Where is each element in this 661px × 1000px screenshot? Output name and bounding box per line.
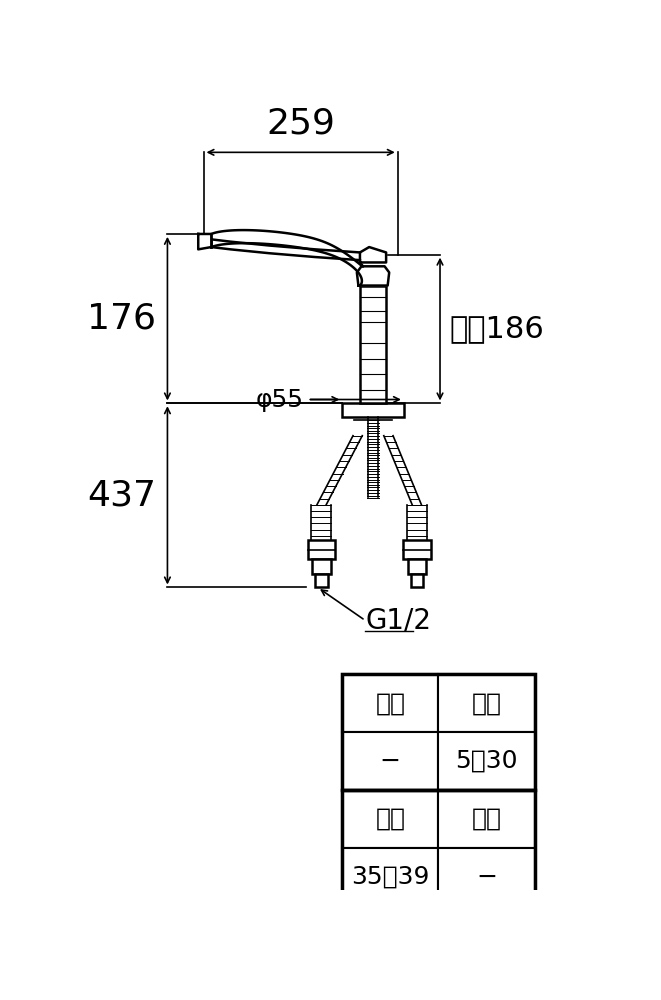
Text: −: − [380, 749, 401, 773]
Text: 437: 437 [87, 478, 156, 512]
Text: 六觓: 六觓 [471, 807, 502, 831]
Text: 足径: 足径 [375, 691, 405, 715]
Text: 259: 259 [266, 107, 335, 141]
Bar [342, 403, 404, 417]
Bar [438, 732, 535, 790]
Bar [408, 559, 426, 574]
Text: 176: 176 [87, 302, 156, 336]
Polygon shape [212, 230, 360, 286]
Bar [342, 790, 535, 905]
Bar [342, 674, 438, 732]
Bar [342, 674, 535, 790]
Bar [438, 674, 535, 732]
Bar [342, 790, 438, 848]
Text: 穴径: 穴径 [375, 807, 405, 831]
Bar [438, 848, 535, 905]
Bar [410, 574, 423, 587]
Bar [312, 559, 330, 574]
Text: φ55: φ55 [256, 388, 303, 412]
Text: G1/2: G1/2 [366, 606, 432, 635]
Bar [360, 286, 386, 403]
Bar [403, 540, 431, 559]
Polygon shape [360, 247, 386, 262]
Polygon shape [357, 266, 389, 286]
Polygon shape [198, 234, 212, 249]
Text: 35～39: 35～39 [351, 865, 430, 889]
Bar [342, 848, 438, 905]
Text: 厚み: 厚み [471, 691, 502, 715]
Text: −: − [476, 865, 497, 889]
Text: 最大186: 最大186 [449, 315, 544, 344]
Bar [315, 574, 328, 587]
Bar [307, 540, 335, 559]
Bar [438, 790, 535, 848]
Text: 5～30: 5～30 [455, 749, 518, 773]
Bar [342, 732, 438, 790]
